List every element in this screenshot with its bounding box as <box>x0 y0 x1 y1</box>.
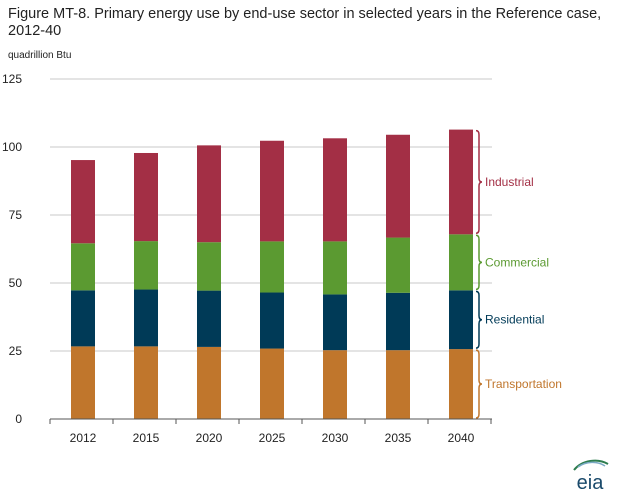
x-tick-label-2020: 2020 <box>196 431 223 445</box>
bar-segment-industrial-2015 <box>134 152 158 242</box>
bar-segment-residential-2035 <box>386 292 410 351</box>
x-axis <box>49 418 492 424</box>
bar-segment-residential-2025 <box>260 292 284 349</box>
bar-segment-residential-2012 <box>71 290 95 347</box>
bar-segment-industrial-2012 <box>71 160 95 244</box>
bar-segment-transportation-2025 <box>260 348 284 419</box>
x-tick-label-2030: 2030 <box>322 431 349 445</box>
bar-segment-industrial-2035 <box>386 134 410 238</box>
y-axis-unit-label: quadrillion Btu <box>8 50 72 61</box>
x-tick-label-2025: 2025 <box>259 431 286 445</box>
y-tick-label: 50 <box>9 276 23 290</box>
x-tick-label-2040: 2040 <box>448 431 475 445</box>
bar-segment-transportation-2020 <box>197 346 221 419</box>
bar-segment-transportation-2035 <box>386 350 410 419</box>
y-tick-label: 25 <box>9 344 23 358</box>
bar-segment-commercial-2030 <box>323 241 347 295</box>
eia-logo-icon: eia <box>573 459 609 494</box>
legend-label-residential: Residential <box>485 313 544 327</box>
bar-segment-transportation-2015 <box>134 346 158 419</box>
legend-bracket-transportation <box>475 349 483 419</box>
bar-segment-residential-2015 <box>134 289 158 347</box>
legend-label-industrial: Industrial <box>485 175 534 189</box>
legend-label-transportation: Transportation <box>485 377 562 391</box>
bar-segment-commercial-2020 <box>197 242 221 291</box>
chart-title: Figure MT-8. Primary energy use by end-u… <box>8 6 602 39</box>
bar-segment-transportation-2040 <box>449 349 473 419</box>
eia-logo-text: eia <box>577 472 605 494</box>
bar-segment-residential-2020 <box>197 290 221 347</box>
legend-label-commercial: Commercial <box>485 255 549 269</box>
bar-segment-residential-2040 <box>449 290 473 350</box>
bar-segment-industrial-2025 <box>260 140 284 242</box>
legend-bracket-commercial <box>475 234 483 291</box>
y-axis-ticks: 0 25 50 75 100 125 <box>2 72 22 426</box>
bar-segment-industrial-2020 <box>197 145 221 243</box>
bar-segment-industrial-2040 <box>449 129 473 235</box>
x-tick-label-2012: 2012 <box>70 431 97 445</box>
y-tick-label: 0 <box>15 412 22 426</box>
bar-segment-transportation-2030 <box>323 350 347 419</box>
x-tick-label-2035: 2035 <box>385 431 412 445</box>
legend-bracket-industrial <box>475 129 483 235</box>
bar-segment-transportation-2012 <box>71 346 95 419</box>
legend-bracket-residential <box>475 290 483 349</box>
bar-segment-commercial-2035 <box>386 237 410 293</box>
bars <box>71 129 473 419</box>
y-tick-label: 100 <box>2 140 22 154</box>
bar-segment-residential-2030 <box>323 294 347 351</box>
y-tick-label: 75 <box>9 208 23 222</box>
bar-segment-commercial-2040 <box>449 234 473 291</box>
bar-segment-commercial-2015 <box>134 241 158 290</box>
y-tick-label: 125 <box>2 72 22 86</box>
bar-segment-commercial-2025 <box>260 241 284 293</box>
legend: Transportation Residential Commercial Indus… <box>475 129 562 419</box>
bar-segment-industrial-2030 <box>323 138 347 242</box>
x-axis-ticks: 2012 2015 2020 2025 2030 2035 2040 <box>70 431 475 445</box>
bar-segment-commercial-2012 <box>71 243 95 291</box>
x-tick-label-2015: 2015 <box>133 431 160 445</box>
